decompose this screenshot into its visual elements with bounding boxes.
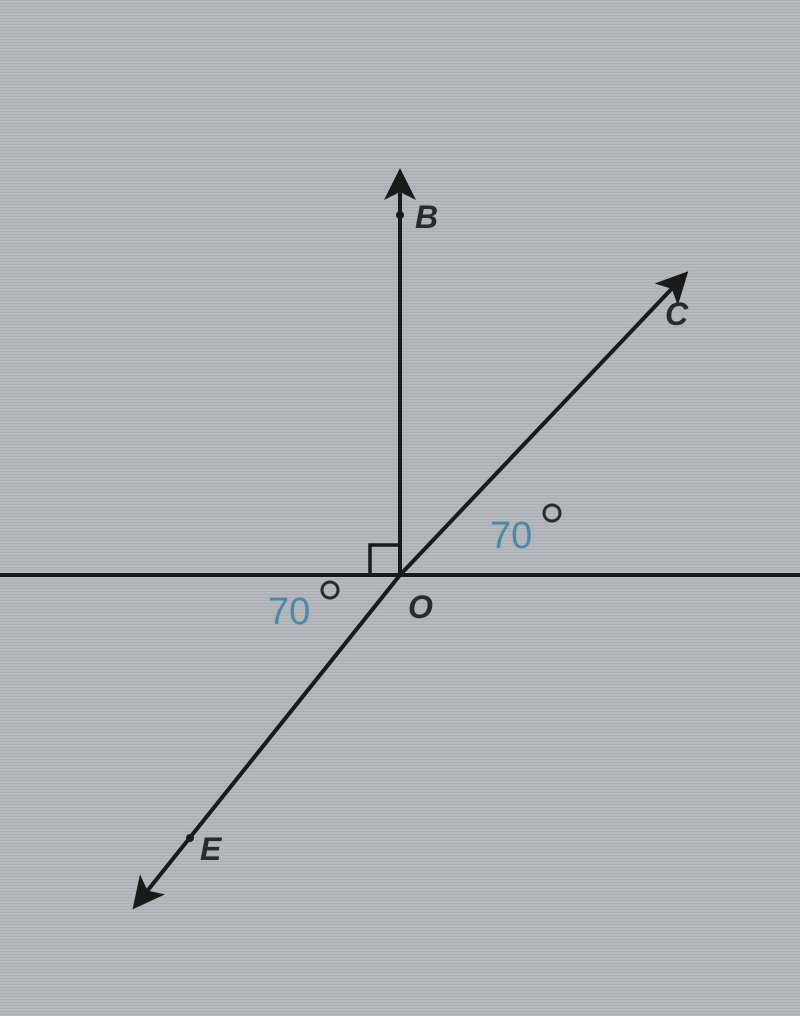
label-o: O — [408, 589, 433, 625]
angle-lower-degree-icon — [322, 582, 338, 598]
ray-oc — [400, 280, 680, 575]
point-b-marker — [396, 211, 404, 219]
label-b: B — [415, 199, 438, 235]
angle-upper-degree-icon — [544, 505, 560, 521]
right-angle-marker — [370, 545, 400, 575]
point-e-marker — [186, 834, 194, 842]
angle-lower-value: 70 — [268, 591, 310, 633]
geometry-diagram: B C O E 70 70 — [0, 0, 800, 1016]
label-c: C — [665, 296, 689, 332]
angle-upper-value: 70 — [490, 515, 532, 557]
label-e: E — [200, 831, 223, 867]
